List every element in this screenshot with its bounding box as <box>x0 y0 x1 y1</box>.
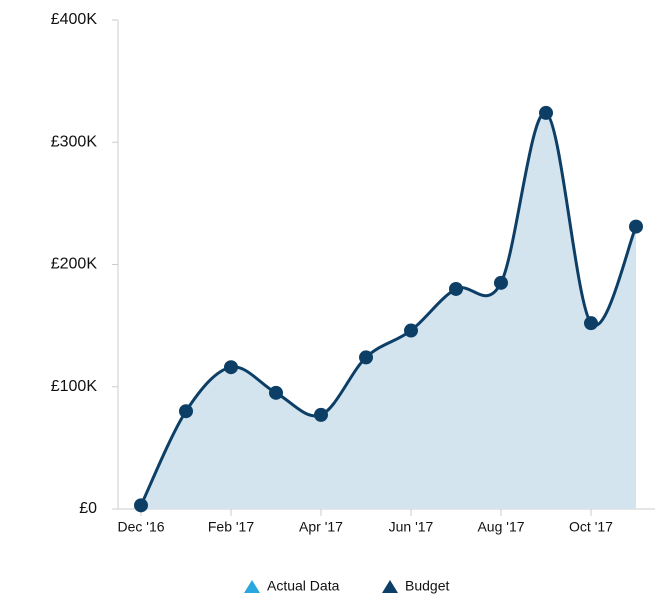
x-tick-label: Aug '17 <box>477 519 524 535</box>
point <box>224 360 238 375</box>
point <box>359 350 373 365</box>
point <box>269 385 283 400</box>
y-tick-label: £200K <box>51 256 98 273</box>
area <box>141 112 636 510</box>
y-tick-label: £300K <box>51 133 98 150</box>
y-tick-label: £100K <box>51 378 98 395</box>
point <box>584 316 598 331</box>
point <box>494 275 508 290</box>
legend-symbol <box>244 580 260 593</box>
legend-label: Budget <box>405 578 449 594</box>
y-tick-label: £400K <box>51 11 98 28</box>
point <box>314 407 328 422</box>
point <box>539 105 553 120</box>
x-tick-label: Jun '17 <box>389 519 434 535</box>
y-tick-label: £0 <box>79 500 97 517</box>
x-tick-label: Oct '17 <box>569 519 613 535</box>
x-tick-label: Feb '17 <box>208 519 254 535</box>
legend-symbol <box>382 580 398 593</box>
point <box>629 219 643 234</box>
x-tick-label: Dec '16 <box>117 519 164 535</box>
legend-label: Actual Data <box>267 578 340 594</box>
point <box>134 498 148 513</box>
point <box>449 281 463 296</box>
x-tick-label: Apr '17 <box>299 519 343 535</box>
point <box>404 323 418 338</box>
point <box>179 404 193 419</box>
